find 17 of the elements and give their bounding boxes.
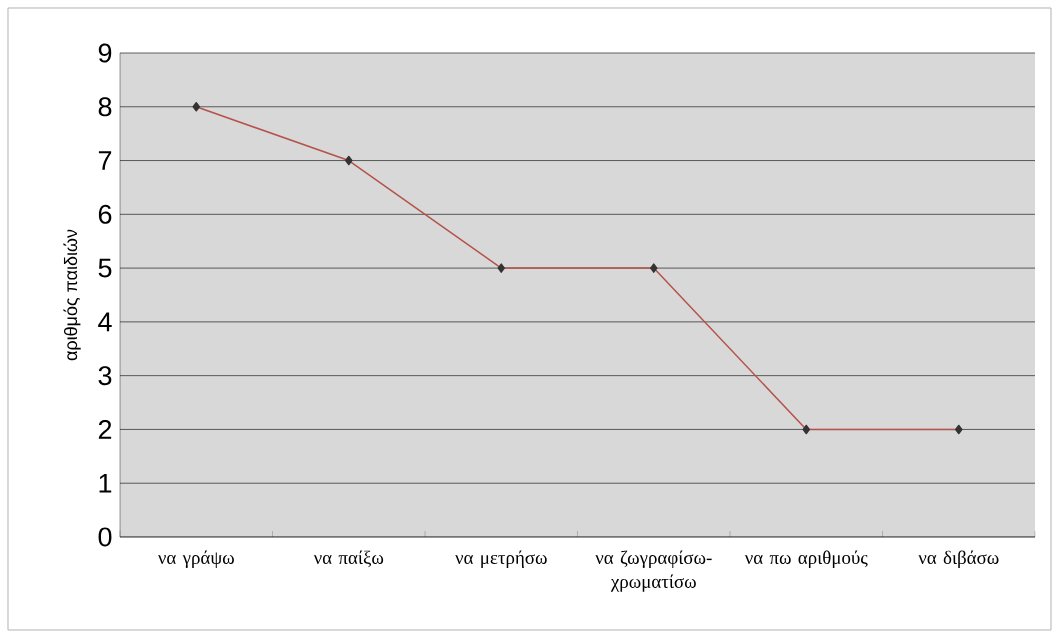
y-tick-label: 8 xyxy=(98,97,112,117)
x-tick-label: να παίξω xyxy=(313,550,384,568)
x-tick-label: να γράψω xyxy=(157,550,234,568)
y-tick-label: 9 xyxy=(98,43,112,63)
y-tick-label: 5 xyxy=(98,258,112,278)
y-tick-label: 0 xyxy=(98,527,112,547)
x-tick-label: να ζωγραφίσω-χρωματίσω xyxy=(595,550,712,592)
y-tick-label: 1 xyxy=(99,473,112,493)
y-tick-label: 2 xyxy=(98,420,112,439)
y-tick-label: 7 xyxy=(98,151,112,170)
y-tick-label: 4 xyxy=(98,312,112,332)
x-tick-label: να πω αριθμούς xyxy=(744,550,868,568)
x-tick-label: να μετρήσω xyxy=(455,550,547,568)
x-tick-label: να διβάσω xyxy=(918,550,999,568)
y-tick-label: 6 xyxy=(98,204,112,224)
y-axis-title: αριθμός παιδιών xyxy=(63,229,81,361)
y-tick-label: 3 xyxy=(98,366,112,386)
